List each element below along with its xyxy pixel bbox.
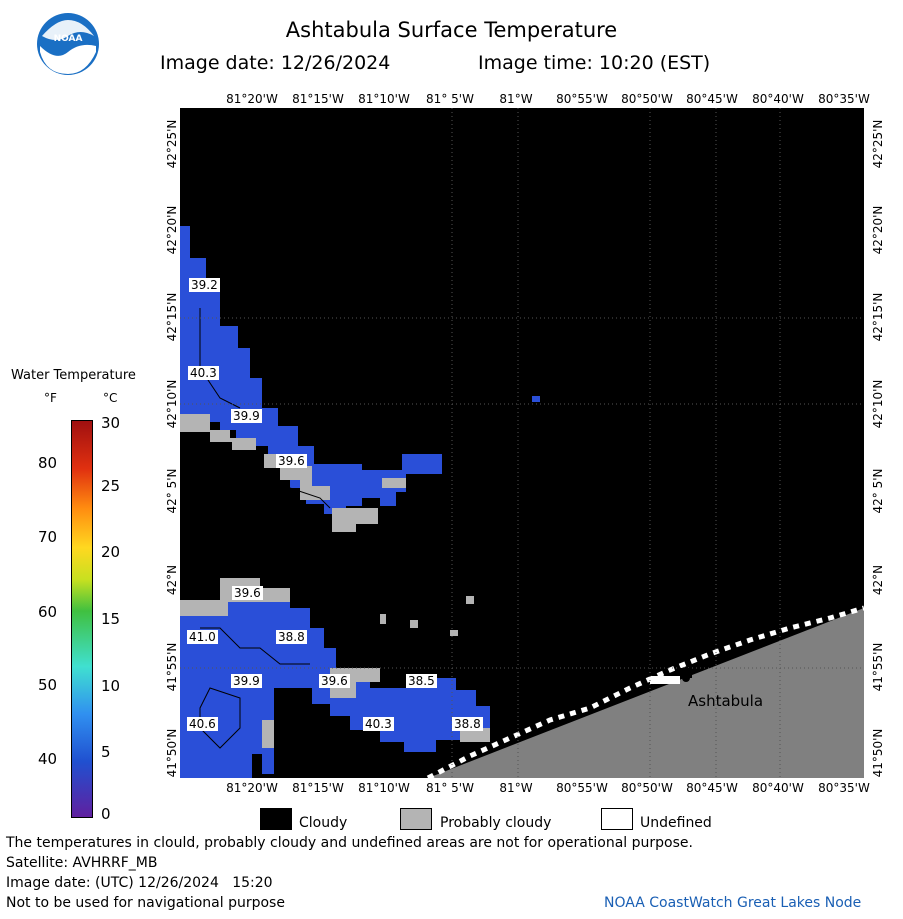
probably-cloudy-label: Probably cloudy [440, 815, 552, 831]
temp-label: 40.3 [188, 366, 219, 380]
lon-label: 81°W [499, 92, 533, 106]
temp-label: 39.6 [319, 674, 350, 688]
logo-text: NOAA [53, 34, 83, 44]
lon-label: 81°20'W [226, 92, 278, 106]
lat-label: 42°10'N [165, 379, 179, 429]
temp-label: 38.5 [406, 674, 437, 688]
tick-f: 60 [38, 603, 58, 621]
credit: NOAA CoastWatch Great Lakes Node [604, 895, 862, 911]
lon-label: 81° 5'W [426, 781, 474, 795]
disclaimer: The temperatures in clould, probably clo… [6, 835, 693, 851]
lon-label: 81°20'W [226, 781, 278, 795]
lon-label: 81°15'W [292, 781, 344, 795]
lon-label: 80°55'W [556, 781, 608, 795]
temp-label: 39.6 [232, 586, 263, 600]
lon-label: 81°10'W [358, 781, 410, 795]
lat-label: 42°N [871, 564, 885, 596]
lat-label: 41°55'N [871, 642, 885, 692]
temp-label: 41.0 [187, 630, 218, 644]
tick-f: 80 [38, 454, 58, 472]
undefined-label: Undefined [640, 815, 712, 831]
cloudy-swatch [260, 808, 292, 830]
tick-c: 15 [101, 610, 121, 628]
lon-label: 80°35'W [818, 781, 870, 795]
satellite: Satellite: AVHRRF_MB [6, 855, 158, 871]
temp-label: 38.8 [452, 717, 483, 731]
lat-label: 42°10'N [871, 379, 885, 429]
cloudy-label: Cloudy [299, 815, 348, 831]
temperature-map [180, 108, 864, 778]
lon-label: 80°35'W [818, 92, 870, 106]
tick-f: 40 [38, 750, 58, 768]
tick-c: 25 [101, 477, 121, 495]
lat-label: 42° 5'N [165, 468, 179, 514]
tick-f: 70 [38, 528, 58, 546]
tick-f: 50 [38, 676, 58, 694]
utc-date: Image date: (UTC) 12/26/2024 15:20 [6, 875, 273, 891]
lat-label: 42°N [165, 564, 179, 596]
legend-title: Water Temperature [11, 368, 136, 383]
lat-label: 42°25'N [165, 119, 179, 169]
lat-label: 41°50'N [165, 728, 179, 778]
lon-label: 80°50'W [621, 781, 673, 795]
city-marker [682, 674, 690, 682]
tick-c: 0 [101, 805, 111, 823]
lat-label: 42°20'N [165, 205, 179, 255]
temp-label: 39.9 [231, 409, 262, 423]
temp-label: 39.9 [231, 674, 262, 688]
lon-label: 81° 5'W [426, 92, 474, 106]
lat-label: 41°50'N [871, 728, 885, 778]
legend-unit-f: °F [44, 391, 57, 405]
undefined-swatch [601, 808, 633, 830]
temp-label: 40.6 [187, 717, 218, 731]
probably-cloudy-swatch [400, 808, 432, 830]
temp-label: 39.6 [276, 454, 307, 468]
lon-label: 81°15'W [292, 92, 344, 106]
lon-label: 81°10'W [358, 92, 410, 106]
lat-label: 42°20'N [871, 205, 885, 255]
temp-label: 38.8 [276, 630, 307, 644]
lat-label: 42° 5'N [871, 468, 885, 514]
lon-label: 80°45'W [686, 92, 738, 106]
image-time: Image time: 10:20 (EST) [478, 52, 711, 74]
temp-label: 40.3 [363, 717, 394, 731]
lon-label: 80°40'W [752, 781, 804, 795]
tick-c: 30 [101, 414, 121, 432]
noaa-logo: NOAA [36, 12, 100, 76]
lat-label: 41°55'N [165, 642, 179, 692]
temp-label: 39.2 [189, 278, 220, 292]
lon-label: 80°55'W [556, 92, 608, 106]
lon-label: 80°50'W [621, 92, 673, 106]
lat-label: 42°15'N [165, 292, 179, 342]
tick-c: 5 [101, 743, 111, 761]
water-region-north [180, 226, 442, 514]
land-area [428, 608, 864, 778]
tick-c: 10 [101, 677, 121, 695]
city-label: Ashtabula [688, 692, 764, 710]
page-title: Ashtabula Surface Temperature [285, 18, 618, 42]
lat-label: 42°15'N [871, 292, 885, 342]
lat-label: 42°25'N [871, 119, 885, 169]
legend-colorbar [71, 420, 93, 818]
lon-label: 80°45'W [686, 781, 738, 795]
tick-c: 20 [101, 543, 121, 561]
lon-label: 81°W [499, 781, 533, 795]
nav-warning: Not to be used for navigational purpose [6, 895, 285, 911]
image-date: Image date: 12/26/2024 [160, 52, 391, 74]
lon-label: 80°40'W [752, 92, 804, 106]
legend-unit-c: °C [103, 391, 118, 405]
